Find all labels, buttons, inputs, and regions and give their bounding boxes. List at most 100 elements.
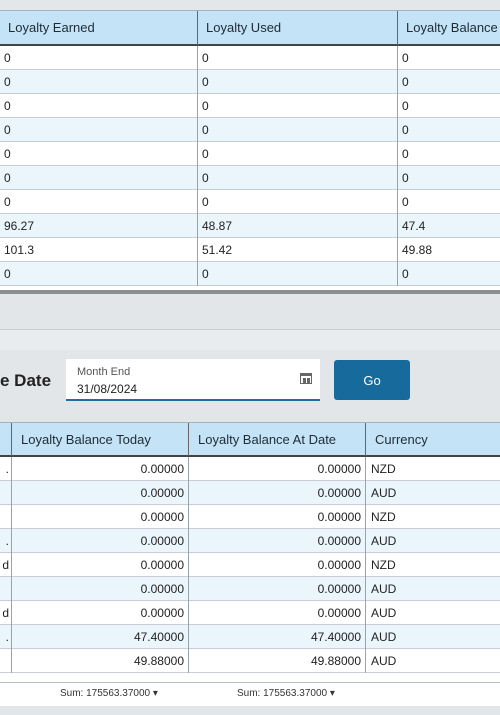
panel-spacer [0,330,500,350]
loyalty-earned-cell[interactable]: 0 [0,166,198,190]
loyalty-used-cell[interactable]: 0 [198,118,398,142]
loyalty-used-cell[interactable]: 0 [198,142,398,166]
currency-cell[interactable]: AUD [371,654,397,668]
table-row[interactable]: . 0.00000 0.00000 AUD [0,529,500,553]
truncated-cell[interactable]: . [0,529,12,553]
column-header-loyalty-balance-at-date[interactable]: Loyalty Balance At Date [189,423,366,456]
truncated-cell[interactable] [0,649,12,673]
loyalty-balance-today-cell[interactable]: 0.00000 [12,553,189,577]
column-header-loyalty-used[interactable]: Loyalty Used [198,11,398,45]
column-header-loyalty-balance[interactable]: Loyalty Balance [398,11,500,45]
loyalty-earned-cell[interactable]: 101.3 [0,238,198,262]
loyalty-used-cell[interactable]: 0 [198,70,398,94]
loyalty-balance-at-date-cell[interactable]: 0.00000 [189,577,366,601]
loyalty-balance-at-date-cell[interactable]: 0.00000 [189,553,366,577]
loyalty-balance-cell[interactable]: 0 [398,46,500,70]
loyalty-balance-at-date-cell[interactable]: 0.00000 [189,529,366,553]
loyalty-balance-today-cell[interactable]: 0.00000 [12,457,189,481]
currency-cell[interactable]: NZD [371,462,396,476]
loyalty-balance-cell[interactable]: 0 [398,70,500,94]
loyalty-balance-today-cell[interactable]: 0.00000 [12,529,189,553]
table-row[interactable]: 0.00000 0.00000 NZD [0,505,500,529]
loyalty-balance-cell[interactable]: 0 [398,94,500,118]
table-row[interactable]: . 47.40000 47.40000 AUD [0,625,500,649]
loyalty-used-cell[interactable]: 0 [198,166,398,190]
currency-cell[interactable]: AUD [371,486,397,500]
loyalty-balance-at-date-cell[interactable]: 49.88000 [189,649,366,673]
currency-cell[interactable]: AUD [371,582,397,596]
table-row[interactable]: 96.27 48.87 47.4 [0,214,500,238]
truncated-cell[interactable]: . [0,457,12,481]
loyalty-earned-cell[interactable]: 0 [0,142,198,166]
loyalty-balance-at-date-cell[interactable]: 47.40000 [189,625,366,649]
sum-loyalty-balance-at-date[interactable]: Sum: 175563.37000 ▾ [237,688,335,699]
loyalty-used-cell[interactable]: 0 [198,190,398,214]
loyalty-balance-today-cell[interactable]: 47.40000 [12,625,189,649]
loyalty-used-cell[interactable]: 48.87 [198,214,398,238]
month-end-field-value[interactable]: 31/08/2024 [77,382,138,396]
truncated-cell[interactable] [0,577,12,601]
loyalty-earned-cell[interactable]: 0 [0,70,198,94]
truncated-cell[interactable]: d [0,601,12,625]
truncated-cell[interactable]: d [0,553,12,577]
table-row[interactable]: d 0.00000 0.00000 NZD [0,553,500,577]
loyalty-balance-today-cell[interactable]: 0.00000 [12,505,189,529]
column-header-loyalty-balance-today[interactable]: Loyalty Balance Today [12,423,189,456]
loyalty-earned-cell[interactable]: 0 [0,262,198,286]
calendar-icon[interactable] [300,373,312,384]
column-header-truncated[interactable] [0,423,12,456]
loyalty-balance-cell[interactable]: 0 [398,166,500,190]
loyalty-earned-cell[interactable]: 0 [0,190,198,214]
loyalty-earned-cell[interactable]: 0 [0,94,198,118]
table-row[interactable]: 0.00000 0.00000 AUD [0,481,500,505]
currency-cell[interactable]: AUD [371,534,397,548]
column-header-loyalty-earned[interactable]: Loyalty Earned [0,11,198,45]
loyalty-used-cell[interactable]: 0 [198,46,398,70]
sum-loyalty-balance-today[interactable]: Sum: 175563.37000 ▾ [60,688,158,699]
currency-cell[interactable]: AUD [371,630,397,644]
loyalty-balance-at-date-cell[interactable]: 0.00000 [189,505,366,529]
loyalty-used-cell[interactable]: 0 [198,94,398,118]
table-row[interactable]: 0.00000 0.00000 AUD [0,577,500,601]
currency-cell[interactable]: NZD [371,510,396,524]
table-row[interactable]: 101.3 51.42 49.88 [0,238,500,262]
loyalty-earned-cell[interactable]: 96.27 [0,214,198,238]
column-header-currency[interactable]: Currency [375,432,428,447]
grid-top-strip [0,0,500,10]
loyalty-balance-at-date-cell[interactable]: 0.00000 [189,601,366,625]
month-end-date-field[interactable]: Month End 31/08/2024 [66,359,320,401]
go-button[interactable]: Go [334,360,410,400]
loyalty-balance-cell[interactable]: 49.88 [398,238,500,262]
loyalty-balance-today-cell[interactable]: 0.00000 [12,577,189,601]
truncated-cell[interactable] [0,481,12,505]
loyalty-balance-cell[interactable]: 47.4 [398,214,500,238]
loyalty-balance-cell[interactable]: 0 [398,190,500,214]
loyalty-balance-at-date-cell[interactable]: 0.00000 [189,457,366,481]
truncated-cell[interactable] [0,505,12,529]
loyalty-balance-cell[interactable]: 0 [398,142,500,166]
loyalty-balance-today-cell[interactable]: 0.00000 [12,481,189,505]
truncated-cell[interactable]: . [0,625,12,649]
loyalty-earned-cell[interactable]: 0 [0,46,198,70]
loyalty-balance-today-cell[interactable]: 0.00000 [12,601,189,625]
table-row[interactable]: . 0.00000 0.00000 NZD [0,457,500,481]
currency-cell[interactable]: NZD [371,558,396,572]
currency-cell[interactable]: AUD [371,606,397,620]
table-row[interactable]: d 0.00000 0.00000 AUD [0,601,500,625]
loyalty-earned-cell[interactable]: 0 [0,118,198,142]
loyalty-used-cell[interactable]: 0 [198,262,398,286]
loyalty-balance-at-date-cell[interactable]: 0.00000 [189,481,366,505]
loyalty-balance-cell[interactable]: 0 [398,118,500,142]
loyalty-balance-today-cell[interactable]: 49.88000 [12,649,189,673]
loyalty-balance-cell[interactable]: 0 [398,262,500,286]
loyalty-used-cell[interactable]: 51.42 [198,238,398,262]
table-row[interactable]: 49.88000 49.88000 AUD [0,649,500,673]
